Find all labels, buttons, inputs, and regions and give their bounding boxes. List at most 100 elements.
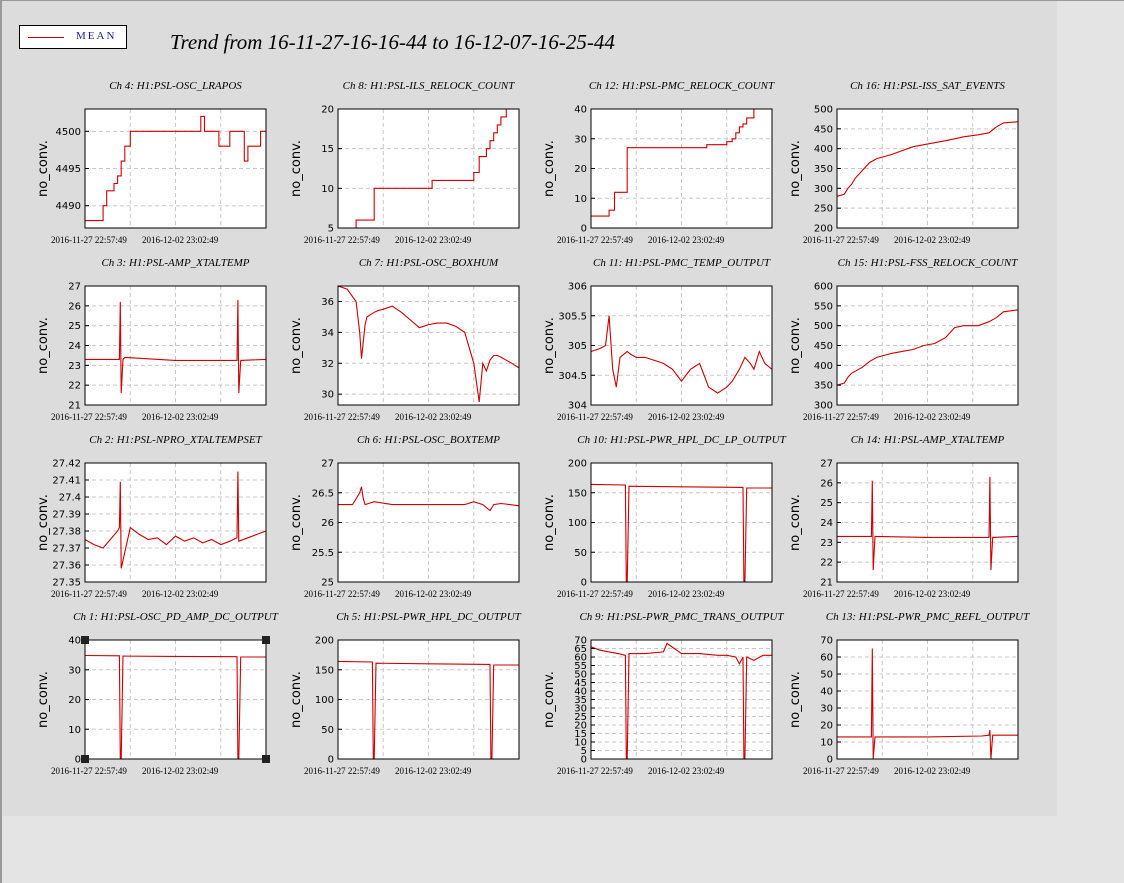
panel-title: Ch 12: H1:PSL-PMC_RELOCK_COUNT: [589, 80, 775, 92]
y-tick-label: 100: [568, 518, 587, 529]
y-tick-label: 45: [574, 678, 587, 689]
series-line-mean: [84, 654, 266, 760]
x-tick-label: 2016-12-02 23:02:49: [142, 412, 219, 422]
series-line-mean: [85, 115, 266, 222]
y-tick-label: 65: [574, 644, 587, 655]
y-tick-label: 304: [568, 401, 587, 412]
x-tick-label: 2016-12-02 23:02:49: [395, 589, 472, 599]
series-line-mean: [338, 486, 520, 512]
panel-title: Ch 15: H1:PSL-FSS_RELOCK_COUNT: [838, 257, 1019, 269]
plot-frame: [84, 462, 267, 583]
y-tick-label: 25.5: [312, 548, 334, 559]
x-tick-label: 2016-11-27 22:57:49: [51, 412, 127, 422]
y-tick-label: 30: [574, 134, 587, 145]
y-tick-label: 0: [581, 578, 587, 589]
y-tick-label: 550: [814, 301, 833, 312]
x-tick-label: 2016-12-02 23:02:49: [142, 766, 219, 776]
y-tick-label: 50: [574, 548, 587, 559]
x-tick-label: 2016-11-27 22:57:49: [803, 766, 879, 776]
series-line-mean: [590, 483, 772, 583]
y-tick-label: 500: [814, 105, 833, 116]
y-tick-label: 305: [568, 341, 587, 352]
x-tick-label: 2016-11-27 22:57:49: [803, 589, 879, 599]
y-axis-label: no_conv.: [788, 494, 803, 551]
y-tick-label: 15: [574, 729, 587, 740]
y-tick-label: 27.42: [52, 459, 81, 470]
y-tick-label: 150: [568, 488, 587, 499]
y-tick-label: 36: [321, 297, 334, 308]
legend-line-swatch: [28, 37, 64, 38]
y-tick-label: 305.5: [558, 311, 587, 322]
y-axis-label: no_conv.: [542, 140, 557, 197]
y-axis-label: no_conv.: [36, 494, 51, 551]
x-tick-label: 2016-11-27 22:57:49: [304, 412, 380, 422]
x-tick-label: 2016-12-02 23:02:49: [894, 766, 971, 776]
y-tick-label: 27: [68, 282, 81, 293]
x-tick-label: 2016-12-02 23:02:49: [648, 589, 725, 599]
y-tick-label: 22: [68, 381, 81, 392]
x-tick-label: 2016-11-27 22:57:49: [304, 589, 380, 599]
x-tick-label: 2016-11-27 22:57:49: [304, 766, 380, 776]
series-line-mean: [836, 121, 1019, 197]
panel-title: Ch 8: H1:PSL-ILS_RELOCK_COUNT: [343, 80, 516, 92]
x-tick-label: 2016-11-27 22:57:49: [557, 235, 633, 245]
selection-handle-icon: [81, 755, 89, 763]
y-tick-label: 70: [574, 636, 587, 647]
y-tick-label: 27.36: [52, 561, 81, 572]
y-tick-label: 150: [315, 665, 334, 676]
y-tick-label: 32: [321, 359, 334, 370]
x-tick-label: 2016-12-02 23:02:49: [894, 412, 971, 422]
y-tick-label: 20: [321, 105, 334, 116]
y-axis-label: no_conv.: [788, 140, 803, 197]
y-tick-label: 400: [814, 144, 833, 155]
x-tick-label: 2016-11-27 22:57:49: [803, 412, 879, 422]
panel-title: Ch 10: H1:PSL-PWR_HPL_DC_LP_OUTPUT: [577, 434, 786, 446]
selection-handle-icon: [81, 636, 89, 644]
y-tick-label: 40: [574, 687, 587, 698]
y-tick-label: 10: [68, 725, 81, 736]
series-line-mean: [590, 315, 773, 394]
y-tick-label: 200: [568, 459, 587, 470]
y-tick-label: 350: [814, 164, 833, 175]
y-tick-label: 21: [820, 578, 833, 589]
panel-title: Ch 7: H1:PSL-OSC_BOXHUM: [359, 257, 499, 269]
y-tick-label: 4490: [56, 201, 81, 212]
y-tick-label: 21: [68, 401, 81, 412]
panel-title: Ch 14: H1:PSL-AMP_XTALTEMP: [851, 434, 1005, 446]
y-tick-label: 20: [820, 721, 833, 732]
y-tick-label: 60: [820, 653, 833, 664]
y-tick-label: 50: [321, 725, 334, 736]
series-line-mean: [836, 309, 1019, 386]
y-tick-label: 30: [68, 665, 81, 676]
y-tick-label: 27: [321, 459, 334, 470]
y-tick-label: 27.4: [59, 493, 81, 504]
x-tick-label: 2016-12-02 23:02:49: [395, 412, 472, 422]
y-tick-label: 0: [328, 755, 334, 766]
x-tick-label: 2016-11-27 22:57:49: [557, 412, 633, 422]
y-tick-label: 10: [820, 738, 833, 749]
y-tick-label: 250: [814, 204, 833, 215]
y-tick-label: 20: [574, 164, 587, 175]
y-tick-label: 4495: [56, 164, 81, 175]
y-tick-label: 50: [820, 670, 833, 681]
y-tick-label: 350: [814, 381, 833, 392]
legend: MEAN: [19, 25, 127, 49]
y-tick-label: 27.41: [52, 476, 81, 487]
y-axis-label: no_conv.: [542, 317, 557, 374]
y-axis-label: no_conv.: [788, 317, 803, 374]
y-tick-label: 500: [814, 321, 833, 332]
plot-frame: [337, 285, 520, 406]
panel-title: Ch 4: H1:PSL-OSC_LRAPOS: [109, 80, 242, 92]
x-tick-label: 2016-11-27 22:57:49: [803, 235, 879, 245]
y-axis-label: no_conv.: [788, 671, 803, 728]
x-tick-label: 2016-12-02 23:02:49: [395, 235, 472, 245]
y-tick-label: 200: [814, 224, 833, 235]
x-tick-label: 2016-11-27 22:57:49: [51, 235, 127, 245]
y-tick-label: 0: [581, 755, 587, 766]
y-tick-label: 450: [814, 341, 833, 352]
series-line-mean: [337, 660, 519, 760]
y-tick-label: 22: [820, 558, 833, 569]
y-tick-label: 306: [568, 282, 587, 293]
y-tick-label: 27.35: [52, 578, 81, 589]
